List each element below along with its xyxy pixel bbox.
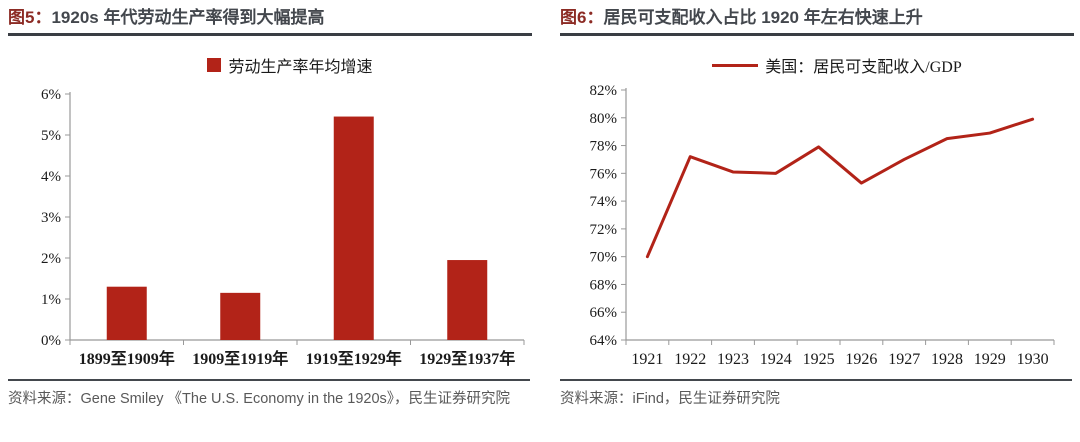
panel-figure-5: 图5：1920s 年代劳动生产率得到大幅提高 劳动生产率年均增速 0% 1% 2% 3… — [8, 0, 532, 442]
bar — [447, 260, 488, 340]
line-legend-swatch-icon — [712, 63, 759, 67]
x-tick-label: 1924 — [760, 351, 792, 368]
x-tick-label: 1929至1937年 — [419, 349, 515, 368]
bar — [220, 292, 261, 340]
figure-5-title-text: 1920s 年代劳动生产率得到大幅提高 — [51, 8, 325, 27]
line-series — [645, 117, 1035, 259]
x-tick-label: 1923 — [717, 351, 749, 368]
y-tick-label: 78% — [590, 139, 618, 155]
figure-6-legend-label: 美国：居民可支配收入/GDP — [765, 59, 962, 76]
y-tick-label: 5% — [41, 128, 61, 144]
y-tick-label: 6% — [41, 87, 61, 103]
panel-figure-6: 图6：居民可支配收入占比 1920 年左右快速上升 美国：居民可支配收入/GDP… — [560, 0, 1074, 442]
y-tick-label: 70% — [590, 250, 618, 266]
y-tick-label: 74% — [590, 194, 618, 210]
figure-5-legend: 劳动生产率年均增速 — [48, 53, 532, 77]
y-tick-label: 2% — [41, 251, 61, 267]
figure-6-legend: 美国：居民可支配收入/GDP — [600, 53, 1074, 77]
figure-5-title: 图5：1920s 年代劳动生产率得到大幅提高 — [8, 6, 532, 36]
figure-5-legend-label: 劳动生产率年均增速 — [228, 59, 373, 76]
x-tick-label: 1919至1929年 — [306, 349, 402, 368]
x-tick-label: 1928 — [931, 351, 963, 368]
bar-chart-svg: 0% 1% 2% 3% 4% 5% 6% 1899至1909年 1909至1919年 1919至1… — [41, 87, 525, 368]
line-chart-svg: 64% 66% 68% 70% 72% 74% 76% 78% 80% 82% 1921 1922 19… — [590, 83, 1055, 368]
bar — [106, 286, 147, 340]
bar-legend-swatch-icon — [207, 58, 222, 72]
x-tick-label: 1922 — [674, 351, 706, 368]
figure-6-title-prefix: 图6： — [560, 8, 604, 27]
y-tick-label: 0% — [41, 333, 61, 349]
x-tick-label: 1927 — [888, 351, 920, 368]
y-tick-label: 64% — [590, 333, 618, 349]
y-tick-label: 76% — [590, 166, 618, 182]
figure-6-line-chart: 64% 66% 68% 70% 72% 74% 76% 78% 80% 82% 1921 1922 19… — [560, 82, 1074, 379]
y-tick-label: 4% — [41, 169, 61, 185]
y-tick-label: 82% — [590, 83, 618, 99]
x-tick-label: 1909至1919年 — [192, 349, 288, 368]
figure-5-bar-chart: 0% 1% 2% 3% 4% 5% 6% 1899至1909年 1909至1919年 1919至1… — [8, 82, 532, 379]
y-tick-label: 1% — [41, 292, 61, 308]
y-tick-label: 68% — [590, 277, 618, 293]
figure-6-title: 图6：居民可支配收入占比 1920 年左右快速上升 — [560, 6, 1074, 36]
x-tick-label: 1926 — [845, 351, 877, 368]
figure-6-source: 资料来源：iFind，民生证券研究院 — [560, 379, 1072, 410]
y-tick-label: 66% — [590, 305, 618, 321]
y-tick-label: 80% — [590, 111, 618, 127]
figure-6-title-text: 居民可支配收入占比 1920 年左右快速上升 — [603, 8, 923, 27]
x-tick-label: 1921 — [631, 351, 663, 368]
x-tick-label: 1929 — [974, 351, 1006, 368]
x-tick-label: 1899至1909年 — [79, 349, 175, 368]
x-tick-label: 1930 — [1017, 351, 1049, 368]
figure-5-title-prefix: 图5： — [8, 8, 52, 27]
y-tick-label: 3% — [41, 210, 61, 226]
y-tick-label: 72% — [590, 222, 618, 238]
bar — [333, 116, 374, 340]
figure-5-source: 资料来源：Gene Smiley 《The U.S. Economy in th… — [8, 379, 530, 410]
x-tick-label: 1925 — [803, 351, 835, 368]
